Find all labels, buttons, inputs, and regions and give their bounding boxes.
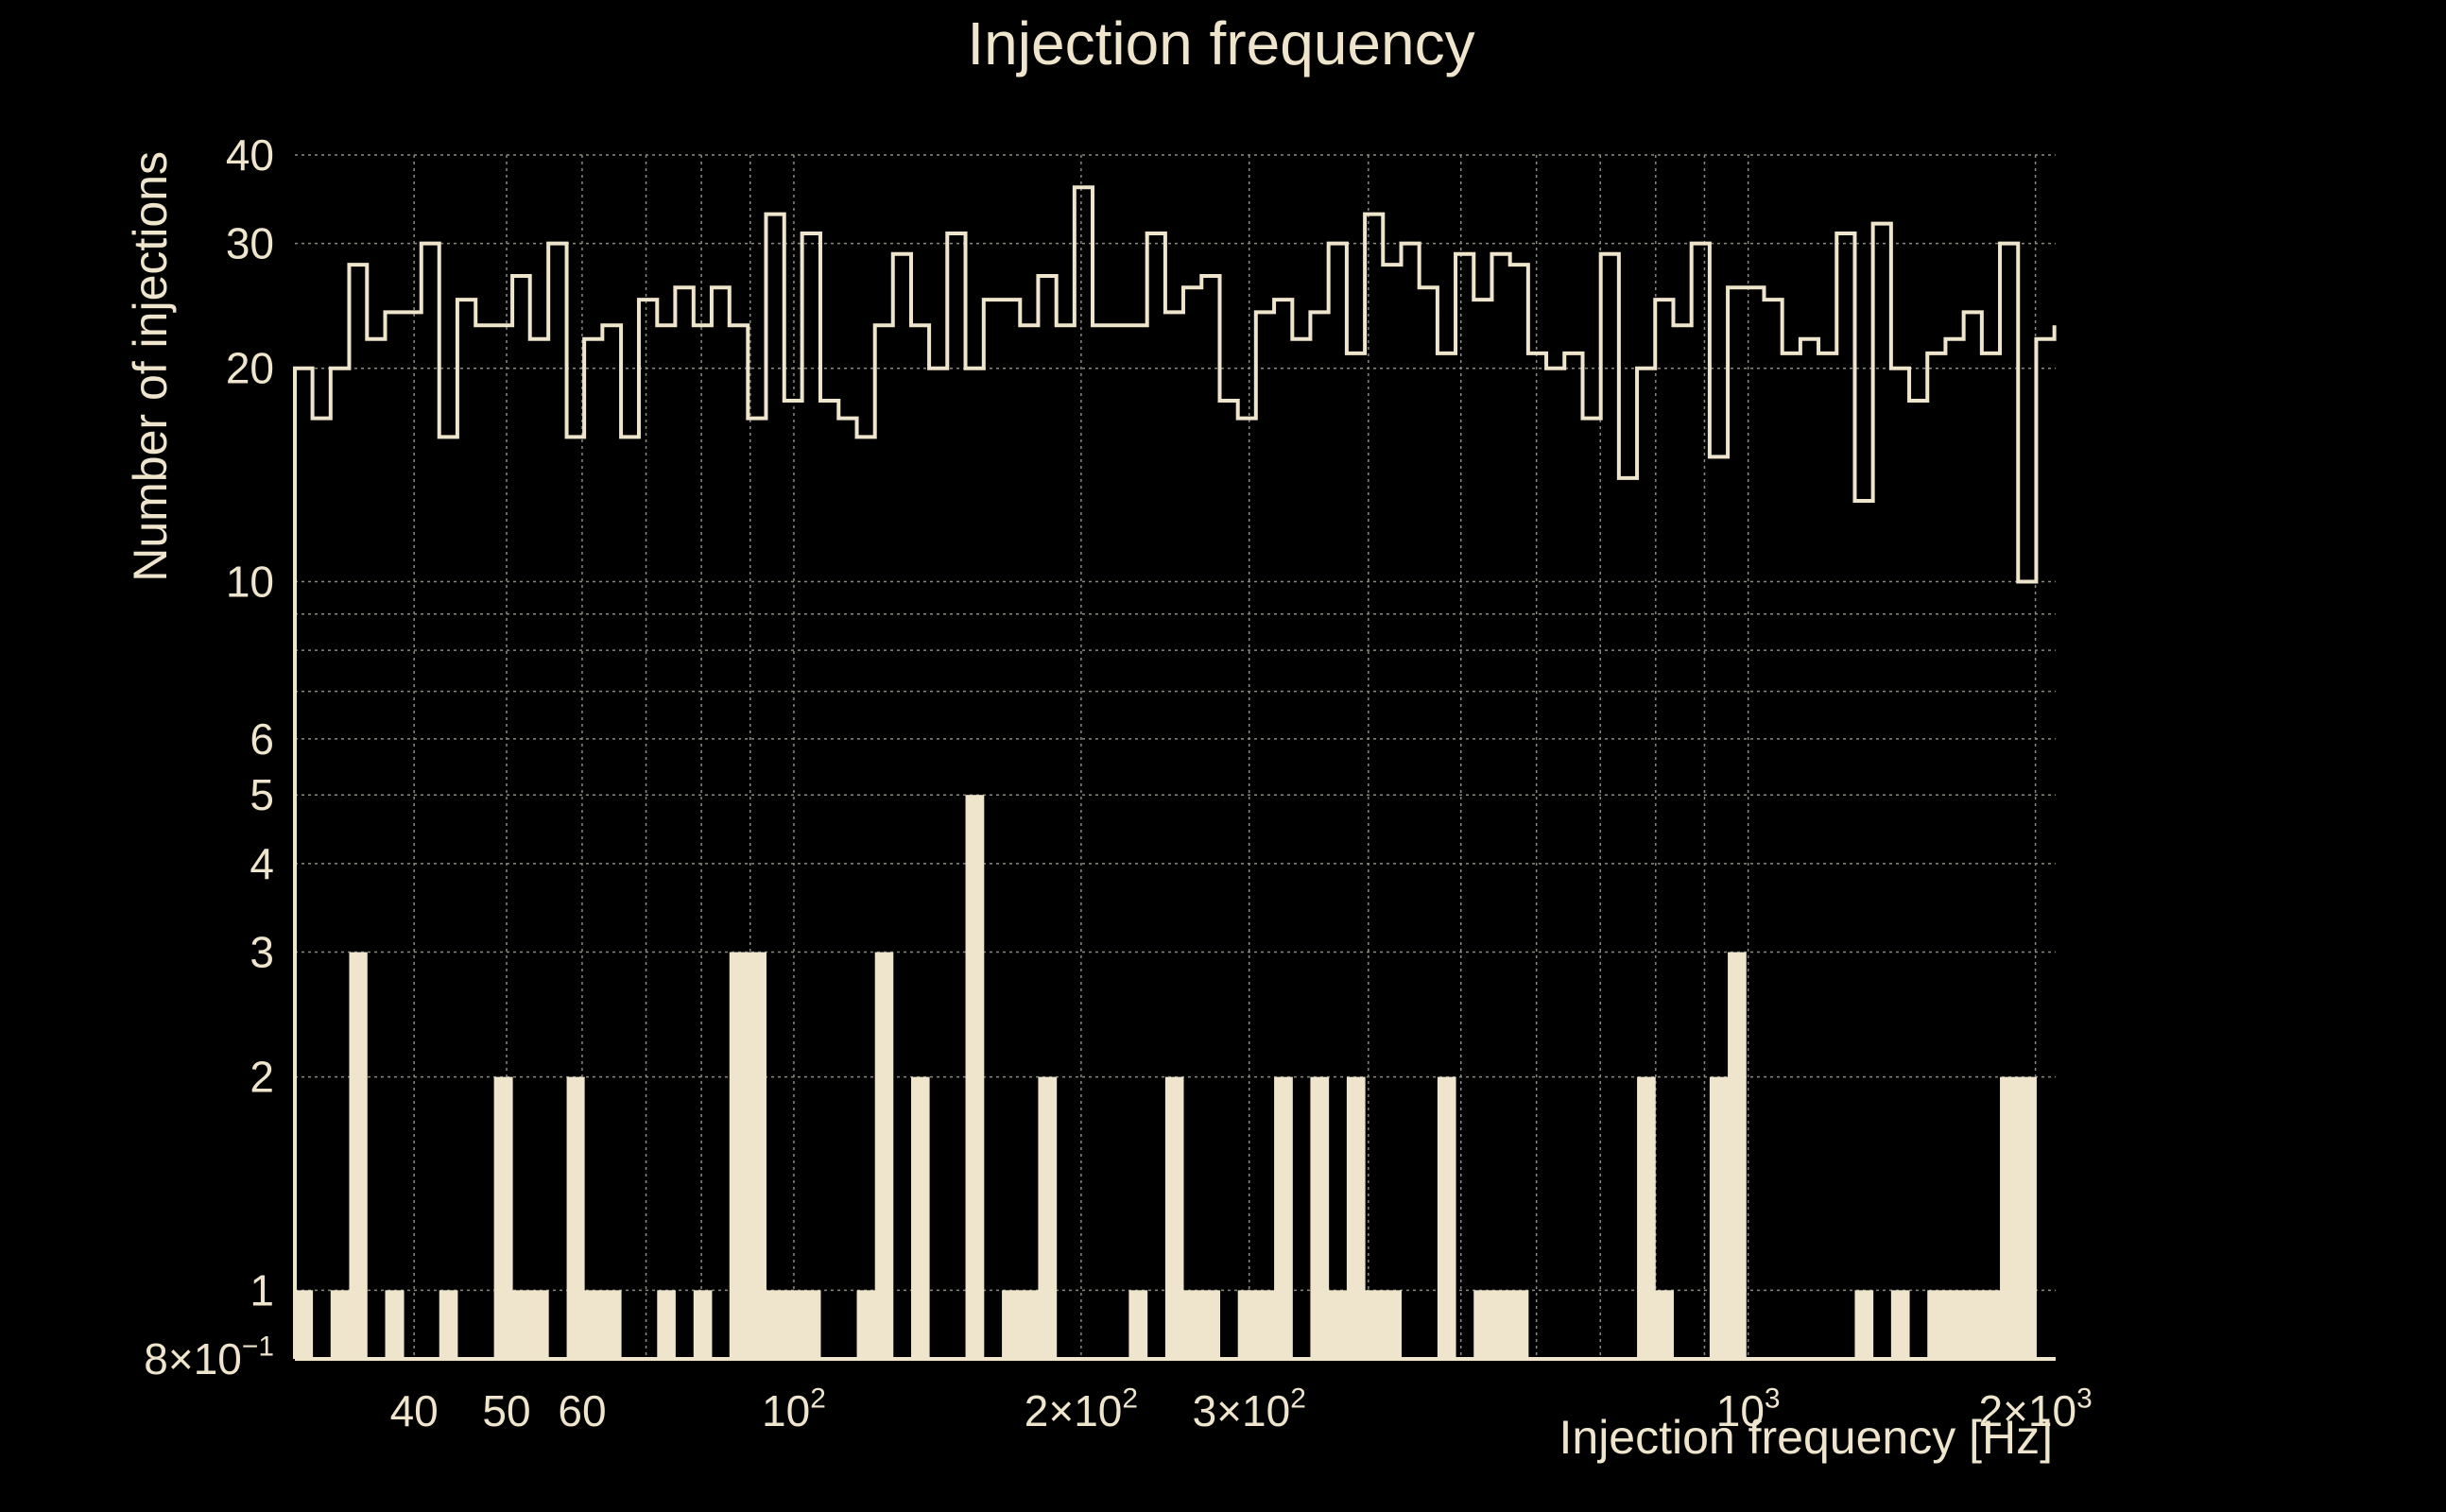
filled-bar <box>1128 1290 1148 1359</box>
x-tick-label: 102 <box>762 1383 826 1435</box>
x-tick-label: 2×103 <box>1978 1383 2092 1435</box>
y-tick-label: 5 <box>250 770 274 819</box>
y-axis-label: Number of injections <box>124 151 177 582</box>
y-tick-label: 4 <box>250 839 274 888</box>
y-tick-label: 8×10−1 <box>144 1332 274 1383</box>
filled-bar <box>1164 1076 1184 1359</box>
filled-bar <box>1346 1076 1366 1359</box>
filled-bar <box>1927 1290 1946 1359</box>
outline-histogram <box>293 185 2057 1359</box>
filled-bar <box>1981 1290 2001 1359</box>
filled-bar <box>1437 1076 1456 1359</box>
y-tick-label: 3 <box>250 928 274 977</box>
y-tick-label: 6 <box>250 714 274 764</box>
filled-bar <box>1945 1290 1965 1359</box>
filled-bar <box>1020 1290 1039 1359</box>
filled-bar <box>1709 1076 1729 1359</box>
x-tick-label: 2×102 <box>1025 1383 1138 1435</box>
filled-bar <box>1182 1290 1202 1359</box>
filled-bar <box>584 1290 603 1359</box>
filled-bar <box>911 1076 930 1359</box>
y-tick-label: 1 <box>250 1265 274 1314</box>
x-axis-ticks: 40 50 60 102 2×102 3×102 103 2×103 <box>390 1383 2093 1435</box>
filled-bar <box>965 795 985 1359</box>
x-tick-label: 103 <box>1716 1383 1781 1435</box>
y-tick-label: 10 <box>226 557 274 606</box>
x-tick-label: 40 <box>390 1386 439 1435</box>
filled-bar <box>1637 1076 1656 1359</box>
filled-bar <box>2018 1076 2037 1359</box>
filled-bar <box>349 952 368 1359</box>
filled-bar <box>1655 1290 1674 1359</box>
x-tick-label: 60 <box>558 1386 606 1435</box>
x-axis-label: Injection frequency [Hz] <box>1559 1411 2054 1464</box>
filled-bar <box>602 1290 622 1359</box>
filled-bar <box>1365 1290 1384 1359</box>
filled-bar <box>1201 1290 1221 1359</box>
filled-bar <box>1038 1076 1058 1359</box>
filled-bar <box>1310 1076 1330 1359</box>
filled-bar <box>1237 1290 1257 1359</box>
filled-bar <box>856 1290 876 1359</box>
filled-bar <box>784 1290 803 1359</box>
y-tick-label: 30 <box>226 219 274 268</box>
filled-bar <box>330 1290 350 1359</box>
y-axis-ticks: 8×10−1 1 2 3 4 5 6 10 20 30 40 <box>144 130 274 1383</box>
x-tick-label: 50 <box>482 1386 530 1435</box>
filled-bar <box>1328 1290 1348 1359</box>
filled-bar <box>1491 1290 1511 1359</box>
filled-bar <box>295 1290 314 1359</box>
filled-histogram <box>295 795 2037 1359</box>
filled-bar <box>1473 1290 1492 1359</box>
filled-bar <box>729 952 749 1359</box>
filled-bar <box>512 1290 531 1359</box>
filled-bar <box>1890 1290 1910 1359</box>
y-tick-label: 2 <box>250 1053 274 1102</box>
filled-bar <box>1383 1290 1403 1359</box>
filled-bar <box>1255 1290 1275 1359</box>
filled-bar <box>748 952 767 1359</box>
filled-bar <box>2000 1076 2019 1359</box>
x-tick-label: 3×102 <box>1193 1383 1306 1435</box>
filled-bar <box>566 1076 585 1359</box>
y-tick-label: 40 <box>226 130 274 180</box>
y-tick-label: 20 <box>226 344 274 393</box>
filled-bar <box>657 1290 676 1359</box>
filled-bar <box>493 1076 513 1359</box>
filled-bar <box>385 1290 405 1359</box>
filled-bar <box>1728 952 1747 1359</box>
filled-bar <box>1963 1290 1983 1359</box>
filled-bar <box>1274 1076 1293 1359</box>
filled-bar <box>766 1290 785 1359</box>
filled-bar <box>529 1290 549 1359</box>
filled-bar <box>439 1290 458 1359</box>
chart-title: Injection frequency <box>967 9 1474 77</box>
filled-bar <box>874 952 894 1359</box>
filled-bar <box>693 1290 713 1359</box>
filled-bar <box>801 1290 821 1359</box>
filled-bar <box>1854 1290 1874 1359</box>
filled-bar <box>1002 1290 1021 1359</box>
filled-bar <box>1509 1290 1529 1359</box>
